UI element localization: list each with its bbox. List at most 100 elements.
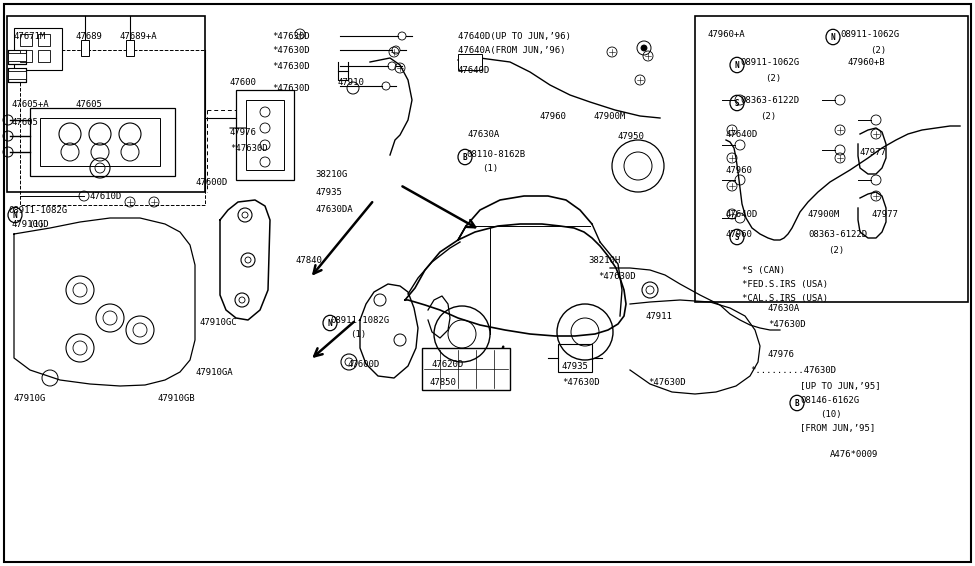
Text: 47620D: 47620D (432, 360, 464, 369)
Bar (20, 50, 32, 62)
Text: 47850: 47850 (430, 378, 457, 387)
Text: 47910G: 47910G (14, 394, 46, 403)
Text: (1): (1) (28, 220, 44, 229)
Text: (2): (2) (765, 74, 781, 83)
Text: 08911-1062G: 08911-1062G (840, 30, 899, 39)
Text: 47935: 47935 (562, 362, 589, 371)
Bar (126, 40, 134, 56)
Text: [FROM JUN,’95]: [FROM JUN,’95] (800, 424, 876, 433)
Bar (20, 34, 32, 46)
Text: 47605: 47605 (75, 100, 101, 109)
Text: N: N (13, 211, 18, 220)
Text: 08911-1082G: 08911-1082G (330, 316, 389, 325)
Text: 47630A: 47630A (768, 304, 800, 313)
Text: 47960+B: 47960+B (848, 58, 885, 67)
Text: 47910GA: 47910GA (196, 368, 234, 377)
Text: 47600D: 47600D (196, 178, 228, 187)
Text: 47911: 47911 (646, 312, 673, 321)
Bar (695, 16, 968, 302)
Text: *47630D: *47630D (272, 32, 310, 41)
Bar (20, 50, 205, 205)
Text: S: S (735, 233, 739, 242)
Text: 47976: 47976 (768, 350, 795, 359)
Bar (236, 90, 294, 180)
Text: B: B (795, 399, 800, 408)
Text: 47935: 47935 (315, 188, 342, 197)
Text: N: N (328, 319, 332, 328)
Text: 47689: 47689 (75, 32, 101, 41)
Text: 47640A(FROM JUN,’96): 47640A(FROM JUN,’96) (458, 46, 566, 55)
Bar (422, 348, 510, 390)
Bar (246, 100, 284, 170)
Text: 38210G: 38210G (315, 170, 347, 179)
Text: 47960: 47960 (725, 230, 752, 239)
Text: 47640D: 47640D (725, 210, 758, 219)
Text: 47910GD: 47910GD (12, 220, 50, 229)
Text: 47960: 47960 (540, 112, 566, 121)
Text: A476*0009: A476*0009 (830, 450, 878, 459)
Text: (1): (1) (350, 330, 367, 339)
Text: *CAL.S.IRS (USA): *CAL.S.IRS (USA) (742, 294, 828, 303)
Text: 47976: 47976 (230, 128, 256, 137)
Text: N: N (831, 33, 836, 42)
Bar (558, 344, 592, 372)
Text: *47630D: *47630D (272, 84, 310, 93)
Bar (38, 34, 50, 46)
Text: (1): (1) (482, 164, 498, 173)
Text: 08363-6122D: 08363-6122D (808, 230, 867, 239)
Text: *47630D: *47630D (598, 272, 636, 281)
Text: 47977: 47977 (872, 210, 899, 219)
Text: 47950: 47950 (618, 132, 644, 141)
Text: B: B (463, 153, 467, 162)
Bar (8, 71, 26, 79)
Text: *47630D: *47630D (272, 46, 310, 55)
Text: 47640D(UP TO JUN,’96): 47640D(UP TO JUN,’96) (458, 32, 571, 41)
Text: *47630D: *47630D (272, 62, 310, 71)
Circle shape (641, 45, 647, 51)
Text: 47640D: 47640D (725, 130, 758, 139)
Text: *47630D: *47630D (648, 378, 685, 387)
Bar (458, 54, 482, 70)
Text: *S (CAN): *S (CAN) (742, 266, 785, 275)
Text: 47630A: 47630A (468, 130, 500, 139)
Text: 47605: 47605 (12, 118, 39, 127)
Text: 47600: 47600 (230, 78, 256, 87)
Text: 47910GC: 47910GC (200, 318, 238, 327)
Text: 47610D: 47610D (90, 192, 122, 201)
Text: *47630D: *47630D (562, 378, 600, 387)
Text: 47605+A: 47605+A (12, 100, 50, 109)
Text: 47910GB: 47910GB (158, 394, 196, 403)
Text: 08911-1082G: 08911-1082G (8, 206, 67, 215)
Text: 47600D: 47600D (348, 360, 380, 369)
Bar (7, 16, 205, 192)
Text: 47900M: 47900M (594, 112, 626, 121)
Text: (10): (10) (820, 410, 841, 419)
Bar (8, 53, 26, 61)
Text: 08110-8162B: 08110-8162B (466, 150, 526, 159)
Text: N: N (735, 61, 739, 70)
Text: 47840: 47840 (295, 256, 322, 265)
Text: 08363-6122D: 08363-6122D (740, 96, 799, 105)
Text: 47977: 47977 (860, 148, 887, 157)
Text: (2): (2) (828, 246, 844, 255)
Text: 47640D: 47640D (458, 66, 490, 75)
Text: 47910: 47910 (338, 78, 365, 87)
Text: 08911-1062G: 08911-1062G (740, 58, 799, 67)
Text: 47900M: 47900M (808, 210, 840, 219)
Text: 47960+A: 47960+A (708, 30, 746, 39)
Bar (38, 50, 50, 62)
Text: 08146-6162G: 08146-6162G (800, 396, 859, 405)
Text: 38210H: 38210H (588, 256, 620, 265)
Text: 47689+A: 47689+A (120, 32, 158, 41)
Text: 47960: 47960 (725, 166, 752, 175)
Bar (8, 68, 26, 82)
Text: [UP TO JUN,’95]: [UP TO JUN,’95] (800, 382, 880, 391)
Text: *FED.S.IRS (USA): *FED.S.IRS (USA) (742, 280, 828, 289)
Bar (40, 118, 160, 166)
Text: *47630D: *47630D (768, 320, 805, 329)
Text: S: S (735, 99, 739, 108)
Bar (8, 50, 26, 64)
Text: (2): (2) (870, 46, 886, 55)
Bar (14, 28, 62, 70)
Text: 47671M: 47671M (14, 32, 46, 41)
